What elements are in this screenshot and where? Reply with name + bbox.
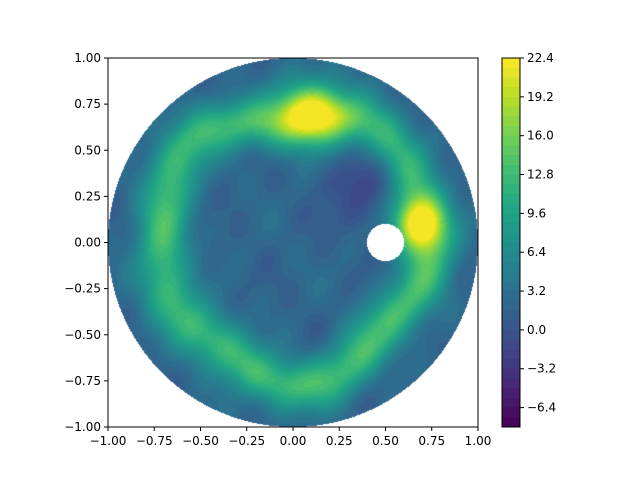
y-tick-label: −0.75	[64, 374, 101, 388]
x-tick-label: 1.00	[465, 434, 492, 448]
colorbar-tick-label: 19.2	[527, 90, 554, 104]
colorbar-tick-label: −3.2	[527, 362, 556, 376]
colorbar-tick-label: 3.2	[527, 284, 546, 298]
colorbar-tick-label: 16.0	[527, 129, 554, 143]
y-axis: 1.00 0.75 0.50 0.25 0.00 −0.25 −0.50 −0.75 −1.00	[64, 51, 108, 434]
y-tick-label: 0.00	[74, 236, 101, 250]
x-tick-label: −1.00	[90, 434, 127, 448]
x-tick-label: 0.25	[326, 434, 353, 448]
y-tick-label: 0.75	[74, 97, 101, 111]
y-tick-label: 1.00	[74, 51, 101, 65]
x-tick-label: 0.75	[418, 434, 445, 448]
colorbar-tick-label: 12.8	[527, 168, 554, 182]
y-tick-label: 0.25	[74, 189, 101, 203]
colorbar-tick-label: 6.4	[527, 245, 546, 259]
y-tick-label: −1.00	[64, 420, 101, 434]
colorbar: 22.4 19.2 16.0 12.8 9.6 6.4 3.2 0.0 −3.2 −6.4	[501, 51, 556, 428]
colorbar-tick-label: 9.6	[527, 206, 546, 220]
x-tick-label: −0.50	[182, 434, 219, 448]
x-axis: −1.00 −0.75 −0.50 −0.25 0.00 0.25 0.50 0.75 1.00	[90, 427, 492, 448]
y-tick-label: −0.25	[64, 282, 101, 296]
colorbar-fill	[502, 58, 520, 427]
colorbar-ticks: 22.4 19.2 16.0 12.8 9.6 6.4 3.2 0.0 −3.2 −6.4	[520, 51, 556, 415]
x-tick-label: 0.00	[280, 434, 307, 448]
contour-field	[108, 58, 478, 427]
colorbar-tick-label: 0.0	[527, 323, 546, 337]
x-tick-label: −0.75	[136, 434, 173, 448]
y-tick-label: −0.50	[64, 328, 101, 342]
colorbar-frame	[501, 57, 521, 428]
x-tick-label: 0.50	[372, 434, 399, 448]
colorbar-tick-label: 22.4	[527, 51, 554, 65]
plot-area	[107, 57, 479, 428]
colorbar-tick-label: −6.4	[527, 401, 556, 415]
y-tick-label: 0.50	[74, 143, 101, 157]
x-tick-label: −0.25	[228, 434, 265, 448]
